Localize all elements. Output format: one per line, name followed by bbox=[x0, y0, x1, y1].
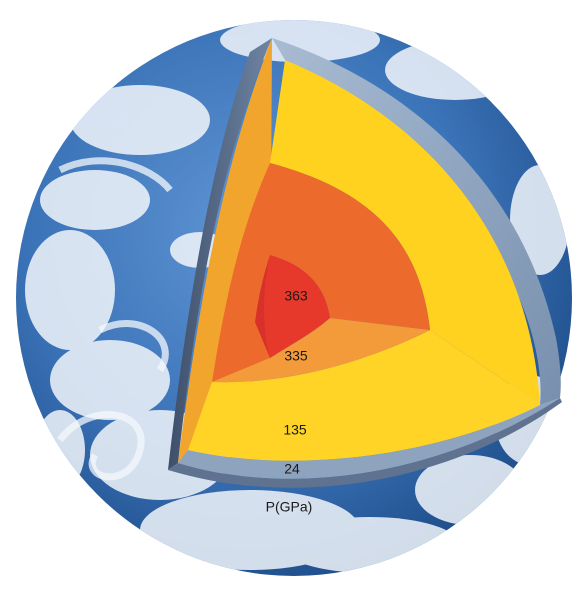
crust-pressure-label: 24 bbox=[284, 461, 300, 477]
crust-bottom-band bbox=[178, 398, 560, 479]
outer-core-left-face bbox=[212, 163, 270, 382]
mantle-bottom-face bbox=[188, 330, 540, 461]
inner-core bbox=[264, 255, 330, 358]
outer-core-bottom-face bbox=[212, 318, 430, 383]
outer-core-top-face bbox=[270, 163, 430, 330]
cloud-swirl bbox=[57, 157, 173, 481]
mantle-pressure-label: 135 bbox=[283, 422, 307, 438]
crust-left-rim bbox=[168, 38, 272, 470]
inner-core-pressure-label: 363 bbox=[284, 288, 308, 304]
pressure-unit-label: P(GPa) bbox=[266, 499, 313, 515]
crust-band bbox=[272, 38, 561, 405]
mantle-top-face bbox=[270, 60, 540, 405]
outer-core-pressure-label: 335 bbox=[284, 348, 308, 364]
crust-bottom-shadow bbox=[168, 398, 562, 488]
